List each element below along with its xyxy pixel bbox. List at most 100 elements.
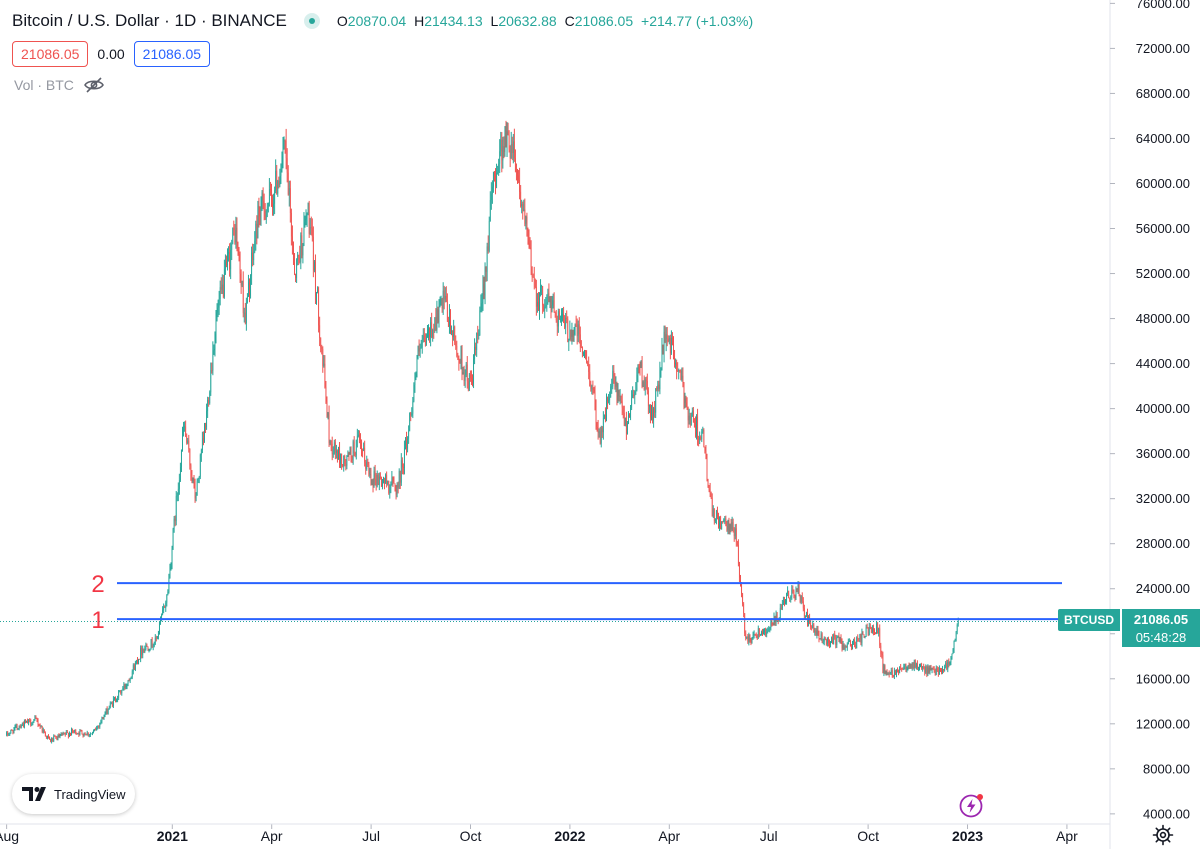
- candle-body: [104, 713, 106, 716]
- volume-indicator[interactable]: Vol · BTC: [14, 77, 104, 93]
- candle-body: [934, 670, 936, 675]
- sell-button[interactable]: 21086.05: [12, 40, 89, 67]
- candle-body: [792, 589, 794, 592]
- candle-body: [896, 669, 897, 675]
- candle-body: [361, 441, 362, 450]
- candle-body: [193, 478, 195, 483]
- candle-body: [366, 461, 368, 469]
- candle-body: [495, 174, 496, 187]
- candle-body: [923, 666, 925, 668]
- candle-body: [572, 329, 574, 335]
- candle-body: [548, 292, 550, 303]
- candle-body: [372, 483, 374, 487]
- candle-body: [594, 391, 596, 406]
- candle-body: [170, 563, 172, 567]
- candle-body: [705, 451, 707, 459]
- candle-body: [79, 730, 81, 735]
- candle-body: [396, 484, 398, 495]
- candle-body: [498, 163, 500, 173]
- candle-body: [815, 630, 817, 635]
- candle-body: [222, 284, 224, 297]
- candle-body: [881, 653, 883, 656]
- change-value: +214.77 (+1.03%): [641, 13, 754, 29]
- candle-body: [846, 644, 848, 648]
- candle-body: [7, 732, 9, 736]
- candle-body: [728, 520, 730, 531]
- candle-body: [801, 596, 803, 602]
- candle-body: [36, 718, 38, 721]
- candle-body: [922, 666, 924, 669]
- candle-body: [926, 666, 928, 675]
- candle-body: [107, 709, 109, 715]
- candle-body: [11, 729, 13, 731]
- candle-body: [188, 440, 190, 449]
- candle-body: [816, 629, 818, 635]
- price-axis-tick-label: 4000.00: [1143, 806, 1190, 821]
- candle-body: [18, 725, 20, 729]
- candle-body: [676, 362, 678, 371]
- candle-body: [290, 212, 292, 237]
- buy-button[interactable]: 21086.05: [133, 40, 211, 67]
- candle-body: [330, 440, 332, 444]
- candle-body: [489, 200, 491, 222]
- candle-body: [200, 450, 202, 455]
- candle-body: [146, 645, 148, 647]
- candle-body: [741, 584, 742, 595]
- candle-body: [176, 495, 178, 497]
- eye-crossed-icon[interactable]: [83, 77, 104, 93]
- tradingview-logo[interactable]: TradingView: [12, 774, 135, 814]
- candle-body: [554, 311, 556, 313]
- candle-body: [764, 628, 765, 632]
- candle-body: [196, 481, 198, 496]
- candle-body: [823, 638, 825, 642]
- candle-body: [633, 394, 635, 396]
- candle-body: [110, 702, 112, 704]
- candle-body: [54, 736, 56, 738]
- candle-body: [27, 720, 28, 724]
- symbol-title[interactable]: Bitcoin / U.S. Dollar · 1D · BINANCE: [12, 11, 287, 30]
- candle-body: [508, 135, 510, 150]
- candle-body: [785, 602, 786, 605]
- candle-body: [600, 427, 602, 444]
- candle-body: [244, 312, 246, 324]
- time-axis[interactable]: Aug 2021 Apr Jul Oct 2022 Apr Jul Oct 2023 Apr: [0, 828, 1078, 844]
- price-axis[interactable]: 4000.008000.0012000.0016000.0020000.0024…: [1110, 0, 1190, 821]
- candle-body: [129, 678, 131, 682]
- candle-body: [763, 631, 764, 635]
- candle-body: [673, 344, 674, 357]
- candle-body: [295, 273, 296, 279]
- candle-body: [662, 345, 664, 355]
- candle-body: [864, 636, 866, 638]
- candle-body: [145, 645, 147, 650]
- candle-body: [833, 634, 835, 645]
- candle-body: [491, 186, 493, 194]
- candle-body: [239, 254, 241, 274]
- candle-body: [596, 423, 598, 427]
- candle-body: [696, 416, 697, 436]
- candle-body: [957, 621, 959, 624]
- candle-body: [332, 453, 334, 455]
- candle-body: [870, 628, 872, 633]
- candle-body: [46, 736, 47, 738]
- lightning-bolt-icon[interactable]: [958, 791, 986, 819]
- gear-icon[interactable]: [1152, 824, 1174, 846]
- candle-body: [351, 459, 353, 461]
- candle-body: [190, 465, 192, 476]
- candle-body: [564, 321, 566, 328]
- candle-body: [930, 667, 932, 671]
- candle-series: [6, 120, 959, 744]
- candle-body: [298, 254, 300, 257]
- candle-body: [477, 332, 479, 336]
- candle-body: [830, 642, 831, 645]
- candle-body: [435, 317, 437, 330]
- candle-body: [861, 631, 863, 643]
- horizontal-levels[interactable]: 12: [91, 571, 1062, 634]
- candle-body: [948, 661, 950, 665]
- candle-body: [399, 470, 401, 483]
- level-annotation-label[interactable]: 2: [91, 571, 104, 598]
- candle-body: [151, 639, 153, 648]
- candle-body: [853, 639, 854, 642]
- candle-body: [504, 126, 506, 153]
- level-annotation-label[interactable]: 1: [91, 607, 104, 634]
